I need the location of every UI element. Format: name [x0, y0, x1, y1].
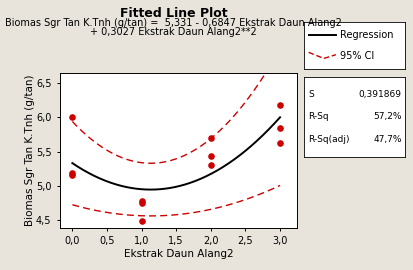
Text: 95% CI: 95% CI — [340, 50, 374, 61]
Text: R-Sq: R-Sq — [309, 112, 329, 121]
Point — [277, 126, 283, 130]
Text: + 0,3027 Ekstrak Daun Alang2**2: + 0,3027 Ekstrak Daun Alang2**2 — [90, 27, 257, 37]
Point — [277, 140, 283, 145]
Point — [207, 163, 214, 167]
Point — [138, 199, 145, 203]
Text: 0,391869: 0,391869 — [359, 90, 402, 99]
Point — [207, 154, 214, 158]
Text: R-Sq(adj): R-Sq(adj) — [309, 134, 350, 144]
Point — [69, 171, 76, 176]
Text: Fitted Line Plot: Fitted Line Plot — [120, 7, 227, 20]
Text: 57,2%: 57,2% — [373, 112, 402, 121]
Point — [69, 173, 76, 178]
X-axis label: Ekstrak Daun Alang2: Ekstrak Daun Alang2 — [124, 249, 233, 259]
Point — [207, 136, 214, 140]
Point — [138, 201, 145, 205]
Point — [277, 103, 283, 107]
Text: Biomas Sgr Tan K.Tnh (g/tan) =  5,331 - 0,6847 Ekstrak Daun Alang2: Biomas Sgr Tan K.Tnh (g/tan) = 5,331 - 0… — [5, 18, 342, 28]
Point — [69, 115, 76, 120]
Text: S: S — [309, 90, 314, 99]
Point — [138, 219, 145, 224]
Text: 47,7%: 47,7% — [373, 134, 402, 144]
Text: Regression: Regression — [340, 30, 394, 40]
Y-axis label: Biomas Sgr Tan K.Tnh (g/tan): Biomas Sgr Tan K.Tnh (g/tan) — [24, 75, 35, 226]
